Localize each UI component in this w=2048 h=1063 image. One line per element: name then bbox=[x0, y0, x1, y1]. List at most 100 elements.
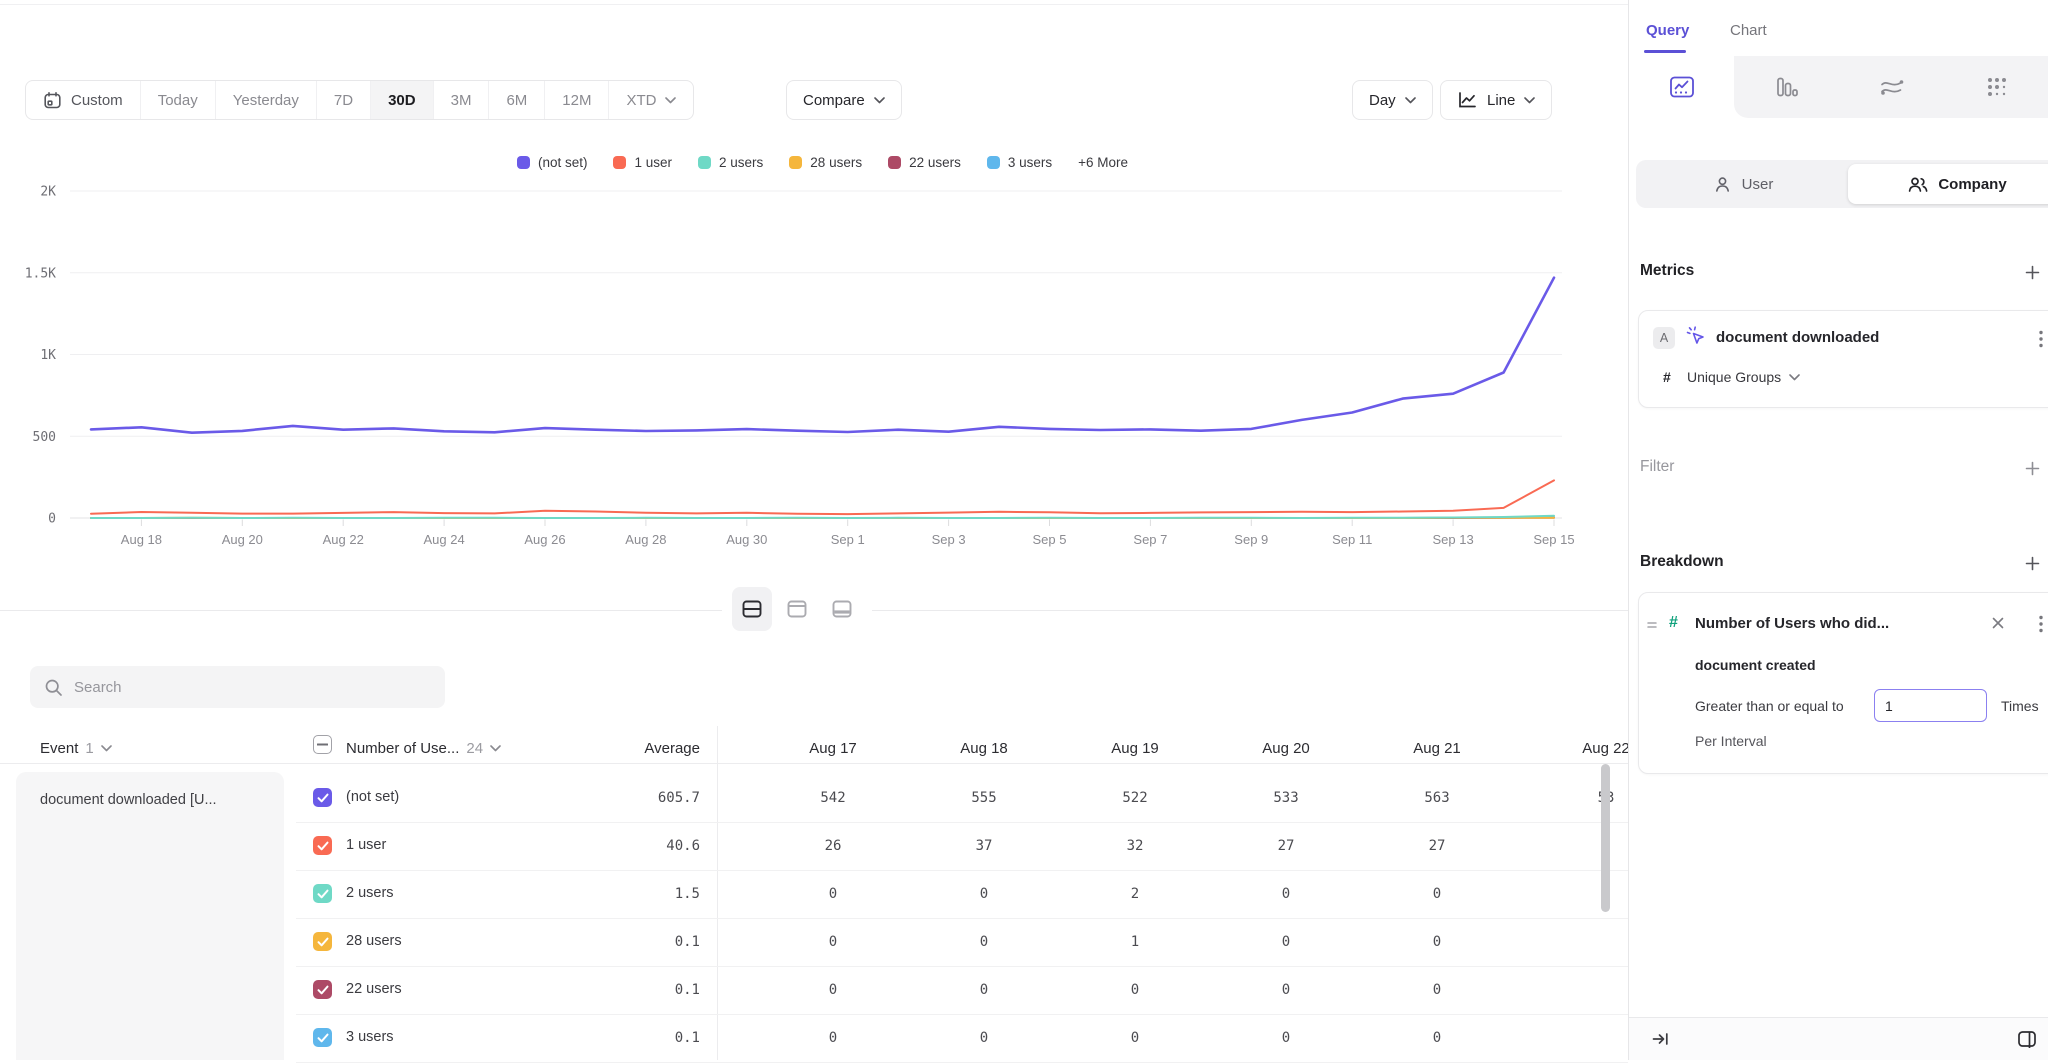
chart-type-label: Line bbox=[1487, 92, 1515, 109]
breakdown-property-name[interactable]: Number of Users who did... bbox=[1695, 615, 1889, 632]
row-label: (not set) bbox=[346, 789, 399, 805]
row-label: 22 users bbox=[346, 981, 402, 997]
add-breakdown-button[interactable] bbox=[2022, 553, 2042, 573]
x-tick-label: Aug 26 bbox=[524, 532, 565, 547]
row-checkbox[interactable] bbox=[313, 788, 332, 807]
select-all-checkbox[interactable] bbox=[313, 735, 332, 754]
series-line[interactable] bbox=[91, 480, 1554, 514]
breakdown-column-header[interactable]: Number of Use... 24 bbox=[346, 740, 501, 757]
metric-menu-button[interactable] bbox=[2033, 329, 2048, 349]
sidebar-toggle-button[interactable] bbox=[2017, 1030, 2037, 1053]
chart-type-tab-line[interactable] bbox=[1629, 56, 1734, 118]
bar-chart-tab-icon bbox=[1775, 75, 1799, 99]
breakdown-condition-label[interactable]: Greater than or equal to bbox=[1695, 698, 1844, 714]
range-option-6M[interactable]: 6M bbox=[489, 81, 545, 119]
plus-icon bbox=[2025, 556, 2040, 571]
cell-value: 0 bbox=[909, 1030, 1059, 1046]
row-average: 0.1 bbox=[520, 1030, 700, 1046]
tab-query[interactable]: Query bbox=[1646, 22, 1689, 39]
scope-company-option[interactable]: Company bbox=[1848, 164, 2048, 204]
range-option-3M[interactable]: 3M bbox=[434, 81, 490, 119]
metric-card[interactable]: A document downloaded # Unique Groups bbox=[1638, 310, 2048, 408]
range-option-Yesterday[interactable]: Yesterday bbox=[216, 81, 317, 119]
row-checkbox[interactable] bbox=[313, 884, 332, 903]
range-option-Today[interactable]: Today bbox=[141, 81, 216, 119]
search-input[interactable] bbox=[74, 679, 431, 696]
search-box[interactable] bbox=[30, 666, 445, 708]
split-view-icon bbox=[740, 597, 764, 621]
y-tick-label: 0 bbox=[48, 512, 56, 527]
add-filter-button[interactable] bbox=[2022, 458, 2042, 478]
add-metric-button[interactable] bbox=[2022, 262, 2042, 282]
range-option-XTD[interactable]: XTD bbox=[609, 81, 693, 119]
row-average: 0.1 bbox=[520, 934, 700, 950]
cell-value: 533 bbox=[1211, 790, 1361, 806]
row-average: 0.1 bbox=[520, 982, 700, 998]
range-label: 30D bbox=[388, 92, 416, 109]
table-scrollbar[interactable] bbox=[1601, 764, 1610, 912]
range-option-30D[interactable]: 30D bbox=[371, 81, 434, 119]
aggregation-selector[interactable]: Unique Groups bbox=[1687, 369, 1800, 385]
scope-user-option[interactable]: User bbox=[1636, 160, 1850, 208]
event-list-panel: document downloaded [U... bbox=[16, 772, 284, 1060]
header-row-divider bbox=[0, 763, 1628, 764]
row-checkbox[interactable] bbox=[313, 1028, 332, 1047]
chevron-down-icon bbox=[665, 97, 676, 104]
x-tick-label: Sep 1 bbox=[831, 532, 865, 547]
chart-type-tab-grid[interactable] bbox=[1944, 56, 2048, 118]
view-table-only-button[interactable] bbox=[822, 587, 862, 631]
view-chart-only-button[interactable] bbox=[777, 587, 817, 631]
series-line[interactable] bbox=[91, 516, 1554, 518]
breakdown-per-interval-label[interactable]: Per Interval bbox=[1695, 733, 1767, 749]
cell-value: 0 bbox=[758, 934, 908, 950]
remove-breakdown-button[interactable] bbox=[1991, 616, 2005, 635]
filter-title: Filter bbox=[1640, 458, 1674, 476]
breakdown-card[interactable]: # Number of Users who did... document cr… bbox=[1638, 592, 2048, 774]
table-row[interactable]: (not set)605.754255552253356353 bbox=[296, 775, 1628, 823]
drag-handle-icon[interactable] bbox=[1645, 618, 1659, 637]
interval-button[interactable]: Day bbox=[1352, 80, 1433, 120]
view-split-button[interactable] bbox=[732, 587, 772, 631]
compare-button[interactable]: Compare bbox=[786, 80, 902, 120]
scope-toggle: User Company bbox=[1636, 160, 2048, 208]
y-tick-label: 2K bbox=[40, 185, 56, 200]
breakdown-event-name[interactable]: document created bbox=[1695, 657, 1816, 673]
query-panel: Query Chart User Company Metrics A docum… bbox=[1629, 0, 2048, 1060]
cell-value: 0 bbox=[1362, 982, 1512, 998]
breakdown-times-input[interactable] bbox=[1874, 689, 1987, 722]
check-icon bbox=[317, 985, 329, 995]
chart-type-button[interactable]: Line bbox=[1440, 80, 1552, 120]
cell-value: 32 bbox=[1060, 838, 1210, 854]
range-option-12M[interactable]: 12M bbox=[545, 81, 609, 119]
cell-value: 563 bbox=[1362, 790, 1512, 806]
row-checkbox[interactable] bbox=[313, 836, 332, 855]
range-option-7D[interactable]: 7D bbox=[317, 81, 371, 119]
series-line[interactable] bbox=[91, 278, 1554, 433]
chevron-down-icon bbox=[490, 745, 501, 752]
row-checkbox[interactable] bbox=[313, 980, 332, 999]
breakdown-menu-button[interactable] bbox=[2033, 614, 2048, 634]
cell-value: 0 bbox=[1060, 1030, 1210, 1046]
metric-event-name[interactable]: document downloaded bbox=[1716, 329, 1879, 346]
collapse-panel-button[interactable] bbox=[1651, 1030, 1670, 1053]
sidebar-icon bbox=[2017, 1030, 2037, 1048]
chart-type-tab-flow[interactable] bbox=[1839, 56, 1944, 118]
range-option-Custom[interactable]: Custom bbox=[26, 81, 141, 119]
event-list-item[interactable]: document downloaded [U... bbox=[16, 772, 284, 808]
cell-value: 1 bbox=[1060, 934, 1210, 950]
tab-chart[interactable]: Chart bbox=[1730, 22, 1767, 39]
breakdown-unit-label: Times bbox=[2001, 698, 2039, 714]
chart-type-tab-bar[interactable] bbox=[1734, 56, 1839, 118]
event-column-header[interactable]: Event 1 bbox=[40, 740, 112, 757]
check-icon bbox=[317, 889, 329, 899]
cell-value: 555 bbox=[909, 790, 1059, 806]
row-checkbox[interactable] bbox=[313, 932, 332, 951]
close-icon bbox=[1991, 616, 2005, 630]
collapse-right-icon bbox=[1651, 1030, 1670, 1048]
